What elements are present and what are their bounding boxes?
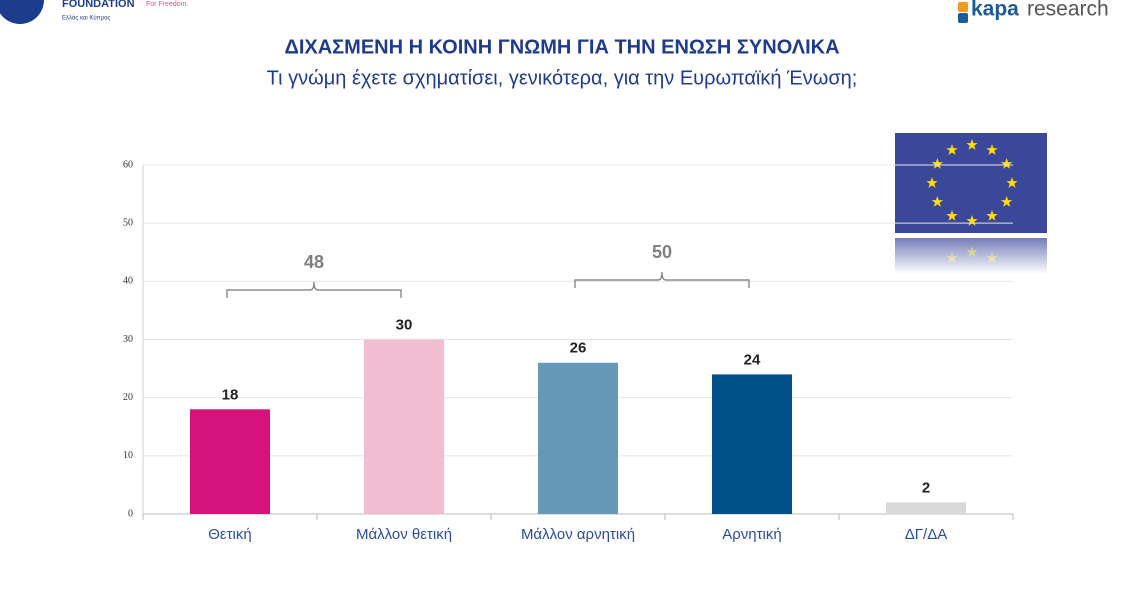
right-logo-light: research [1027, 0, 1109, 21]
flag-star [966, 139, 978, 150]
bar [190, 409, 270, 514]
flag-star [1006, 177, 1018, 188]
group-label: 50 [652, 242, 672, 262]
bar [538, 362, 618, 514]
flag-field [895, 133, 1047, 233]
flag-star [966, 215, 978, 226]
right-logo-bold: kapa [971, 0, 1019, 21]
data-label: 2 [922, 479, 930, 496]
right-logo-mark [958, 2, 968, 12]
data-label: 26 [570, 340, 587, 357]
x-tick-label: Θετική [208, 526, 251, 543]
y-tick-label: 40 [123, 276, 133, 287]
y-tick-label: 60 [123, 159, 133, 170]
y-tick-label: 20 [123, 392, 133, 403]
bar [364, 339, 444, 514]
x-tick-label: Μάλλον θετική [356, 526, 452, 543]
left-logo-region: Ελλάς και Κύπρος [62, 15, 111, 22]
flag-star [926, 177, 938, 188]
flag-star [986, 144, 998, 155]
right-logo-mark [958, 13, 968, 23]
flag-star [946, 209, 958, 221]
bar [712, 374, 792, 514]
flag-star [1000, 196, 1013, 207]
eu-flag [895, 133, 1047, 274]
left-logo-name: FOUNDATION [62, 0, 135, 10]
y-tick-label: 50 [123, 217, 133, 228]
data-label: 30 [396, 316, 413, 333]
flag-star [946, 144, 958, 155]
y-tick-label: 0 [128, 508, 133, 519]
left-logo-tagline: For Freedom. [146, 1, 188, 8]
chart-title: ΔΙΧΑΣΜΕΝΗ Η ΚΟΙΝΗ ΓΝΩΜΗ ΓΙΑ ΤΗΝ ΕΝΩΣΗ ΣΥ… [284, 36, 839, 58]
data-label: 18 [222, 386, 239, 403]
bar [886, 502, 966, 514]
group-label: 48 [304, 252, 324, 272]
flag-star [931, 196, 944, 207]
flag-reflection-fade [895, 238, 1047, 274]
y-tick-label: 30 [123, 334, 133, 345]
flag-star [1000, 158, 1013, 169]
group-bracket [226, 281, 402, 298]
x-tick-label: ΔΓ/ΔΑ [905, 526, 947, 543]
flag-star [931, 158, 944, 169]
x-tick-label: Αρνητική [722, 526, 781, 543]
chart-subtitle: Τι γνώμη έχετε σχηματίσει, γενικότερα, γ… [267, 67, 858, 89]
data-label: 24 [744, 351, 761, 368]
flag-star [986, 209, 998, 221]
x-tick-label: Μάλλον αρνητική [521, 526, 635, 543]
y-tick-label: 10 [123, 450, 133, 461]
left-logo-mark [0, 0, 44, 24]
group-bracket [574, 271, 750, 288]
